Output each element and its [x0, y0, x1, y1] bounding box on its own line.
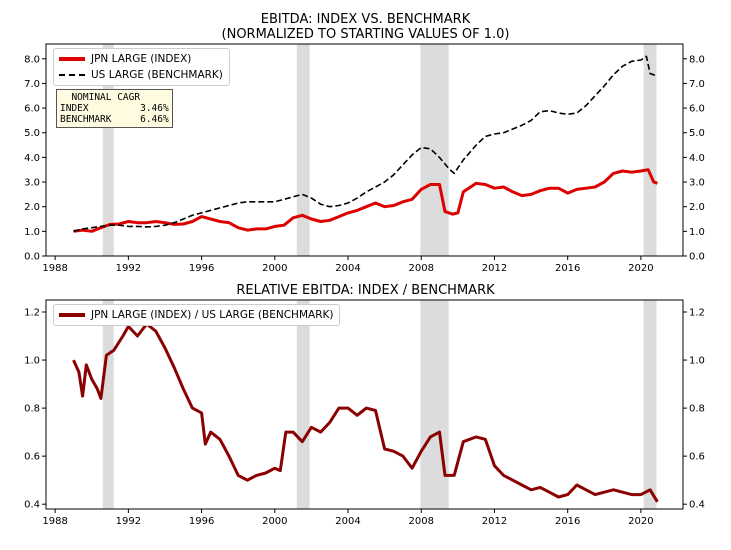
y-tick-label-left-1-1: 1.0	[24, 227, 40, 238]
recession-band-2-1	[296, 300, 310, 509]
y-tick-label-right-1-4: 4.0	[689, 153, 705, 164]
x-tick-label-1-7: 2016	[555, 263, 580, 274]
series-line-1-0	[73, 168, 658, 233]
plot-frame-2	[45, 299, 684, 510]
y-tick-label-left-1-7: 7.0	[24, 79, 40, 90]
y-tick-label-left-2-1: 0.6	[24, 452, 40, 463]
y-tick-label-left-1-3: 3.0	[24, 178, 40, 189]
y-tick-label-right-1-2: 2.0	[689, 202, 705, 213]
recession-band-2-3	[643, 300, 657, 509]
y-tick-label-right-2-1: 0.6	[689, 452, 705, 463]
y-tick-label-left-2-0: 0.4	[24, 500, 40, 511]
cagr-label-benchmark: BENCHMARK	[60, 114, 112, 125]
recession-band-1-0	[102, 44, 114, 256]
recession-band-2-0	[102, 300, 114, 509]
y-tick-label-right-1-7: 7.0	[689, 79, 705, 90]
x-tick-label-1-3: 2000	[262, 263, 287, 274]
recession-band-2-2	[420, 300, 449, 509]
legend-item-benchmark: US LARGE (BENCHMARK)	[59, 67, 223, 83]
x-tick-label-2-7: 2016	[555, 516, 580, 527]
y-tick-label-right-2-3: 1.0	[689, 356, 705, 367]
cagr-title	[60, 92, 71, 103]
x-tick-label-2-6: 2012	[482, 516, 507, 527]
plot-frame-1	[45, 43, 684, 257]
x-tick-label-2-3: 2000	[262, 516, 287, 527]
legend-label-benchmark: US LARGE (BENCHMARK)	[91, 69, 223, 81]
legend-item-relative: JPN LARGE (INDEX) / US LARGE (BENCHMARK)	[59, 307, 333, 323]
chart2-legend: JPN LARGE (INDEX) / US LARGE (BENCHMARK)	[53, 304, 341, 326]
cagr-title-text: NOMINAL CAGR	[71, 92, 141, 103]
chart1-subtitle: (NORMALIZED TO STARTING VALUES OF 1.0)	[221, 27, 510, 42]
recession-band-1-2	[420, 44, 449, 256]
legend-swatch-relative	[59, 313, 85, 317]
x-tick-label-1-8: 2020	[628, 263, 653, 274]
legend-swatch-index	[59, 57, 85, 61]
y-tick-label-left-1-2: 2.0	[24, 202, 40, 213]
legend-item-index: JPN LARGE (INDEX)	[59, 51, 223, 67]
x-tick-label-2-4: 2004	[335, 516, 360, 527]
y-tick-label-left-2-4: 1.2	[24, 308, 40, 319]
x-tick-label-1-4: 2004	[335, 263, 360, 274]
recession-band-1-3	[643, 44, 657, 256]
cagr-label-index: INDEX	[60, 103, 89, 114]
legend-label-relative: JPN LARGE (INDEX) / US LARGE (BENCHMARK)	[91, 309, 334, 321]
y-tick-label-right-1-6: 6.0	[689, 104, 705, 115]
chart2-title: RELATIVE EBITDA: INDEX / BENCHMARK	[236, 283, 495, 298]
y-tick-label-right-1-3: 3.0	[689, 178, 705, 189]
x-tick-label-1-1: 1992	[116, 263, 141, 274]
series-line-2-0	[72, 322, 659, 503]
y-tick-label-right-2-2: 0.8	[689, 404, 705, 415]
y-tick-label-left-1-0: 0.0	[24, 252, 40, 263]
x-tick-label-2-0: 1988	[42, 516, 67, 527]
x-tick-label-2-1: 1992	[116, 516, 141, 527]
y-tick-label-right-1-1: 1.0	[689, 227, 705, 238]
y-tick-label-right-2-0: 0.4	[689, 500, 705, 511]
chart1-legend: JPN LARGE (INDEX) US LARGE (BENCHMARK)	[53, 48, 230, 86]
y-tick-label-left-2-2: 0.8	[24, 404, 40, 415]
x-tick-label-1-6: 2012	[482, 263, 507, 274]
legend-label-index: JPN LARGE (INDEX)	[91, 53, 192, 65]
y-tick-label-right-1-5: 5.0	[689, 128, 705, 139]
cagr-box: NOMINAL CAGR INDEX 3.46% BENCHMARK 6.46%	[56, 89, 173, 128]
cagr-value-benchmark: 6.46%	[140, 114, 169, 125]
y-tick-label-left-1-8: 8.0	[24, 54, 40, 65]
x-tick-label-1-0: 1988	[42, 263, 67, 274]
chart1-title: EBITDA: INDEX VS. BENCHMARK	[260, 12, 471, 27]
y-tick-label-left-1-6: 6.0	[24, 104, 40, 115]
y-tick-label-right-1-0: 0.0	[689, 252, 705, 263]
x-tick-label-1-5: 2008	[409, 263, 434, 274]
x-tick-label-2-8: 2020	[628, 516, 653, 527]
y-tick-label-right-2-4: 1.2	[689, 308, 705, 319]
recession-band-1-1	[296, 44, 310, 256]
legend-swatch-benchmark	[59, 74, 85, 76]
y-tick-label-left-1-4: 4.0	[24, 153, 40, 164]
cagr-value-index: 3.46%	[140, 103, 169, 114]
y-tick-label-right-1-8: 8.0	[689, 54, 705, 65]
x-tick-label-1-2: 1996	[189, 263, 214, 274]
y-tick-label-left-2-3: 1.0	[24, 356, 40, 367]
y-tick-label-left-1-5: 5.0	[24, 128, 40, 139]
x-tick-label-2-2: 1996	[189, 516, 214, 527]
series-line-1-1	[73, 55, 658, 233]
x-tick-label-2-5: 2008	[409, 516, 434, 527]
